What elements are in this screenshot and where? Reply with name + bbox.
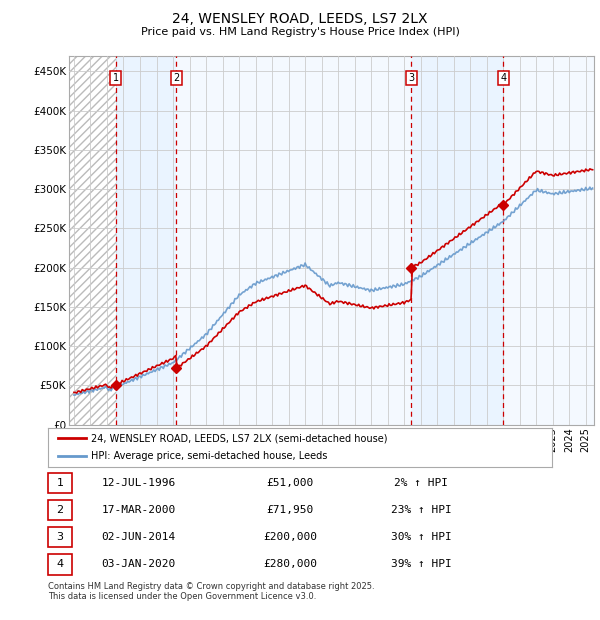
Text: 02-JUN-2014: 02-JUN-2014 xyxy=(101,532,176,542)
Text: £51,000: £51,000 xyxy=(266,478,314,488)
Text: 03-JAN-2020: 03-JAN-2020 xyxy=(101,559,176,569)
Text: Price paid vs. HM Land Registry's House Price Index (HPI): Price paid vs. HM Land Registry's House … xyxy=(140,27,460,37)
Text: £200,000: £200,000 xyxy=(263,532,317,542)
Bar xyxy=(411,56,503,425)
Text: 3: 3 xyxy=(56,532,64,542)
Text: £71,950: £71,950 xyxy=(266,505,314,515)
Text: 1: 1 xyxy=(113,73,119,83)
Text: 17-MAR-2000: 17-MAR-2000 xyxy=(101,505,176,515)
Text: 1: 1 xyxy=(56,478,64,488)
FancyBboxPatch shape xyxy=(48,472,72,494)
Text: 39% ↑ HPI: 39% ↑ HPI xyxy=(391,559,451,569)
Bar xyxy=(176,56,411,425)
Text: 24, WENSLEY ROAD, LEEDS, LS7 2LX: 24, WENSLEY ROAD, LEEDS, LS7 2LX xyxy=(172,12,428,27)
Text: 2: 2 xyxy=(173,73,179,83)
Text: 4: 4 xyxy=(500,73,506,83)
Text: 30% ↑ HPI: 30% ↑ HPI xyxy=(391,532,451,542)
Text: 23% ↑ HPI: 23% ↑ HPI xyxy=(391,505,451,515)
Bar xyxy=(116,56,176,425)
Text: 24, WENSLEY ROAD, LEEDS, LS7 2LX (semi-detached house): 24, WENSLEY ROAD, LEEDS, LS7 2LX (semi-d… xyxy=(91,433,388,443)
Bar xyxy=(69,56,116,425)
Text: HPI: Average price, semi-detached house, Leeds: HPI: Average price, semi-detached house,… xyxy=(91,451,327,461)
Text: Contains HM Land Registry data © Crown copyright and database right 2025.
This d: Contains HM Land Registry data © Crown c… xyxy=(48,582,374,601)
Bar xyxy=(503,56,594,425)
FancyBboxPatch shape xyxy=(48,500,72,520)
Text: 12-JUL-1996: 12-JUL-1996 xyxy=(101,478,176,488)
FancyBboxPatch shape xyxy=(48,554,72,575)
Text: 3: 3 xyxy=(408,73,414,83)
FancyBboxPatch shape xyxy=(48,527,72,547)
Text: 4: 4 xyxy=(56,559,64,569)
Text: 2% ↑ HPI: 2% ↑ HPI xyxy=(394,478,448,488)
Text: £280,000: £280,000 xyxy=(263,559,317,569)
Text: 2: 2 xyxy=(56,505,64,515)
